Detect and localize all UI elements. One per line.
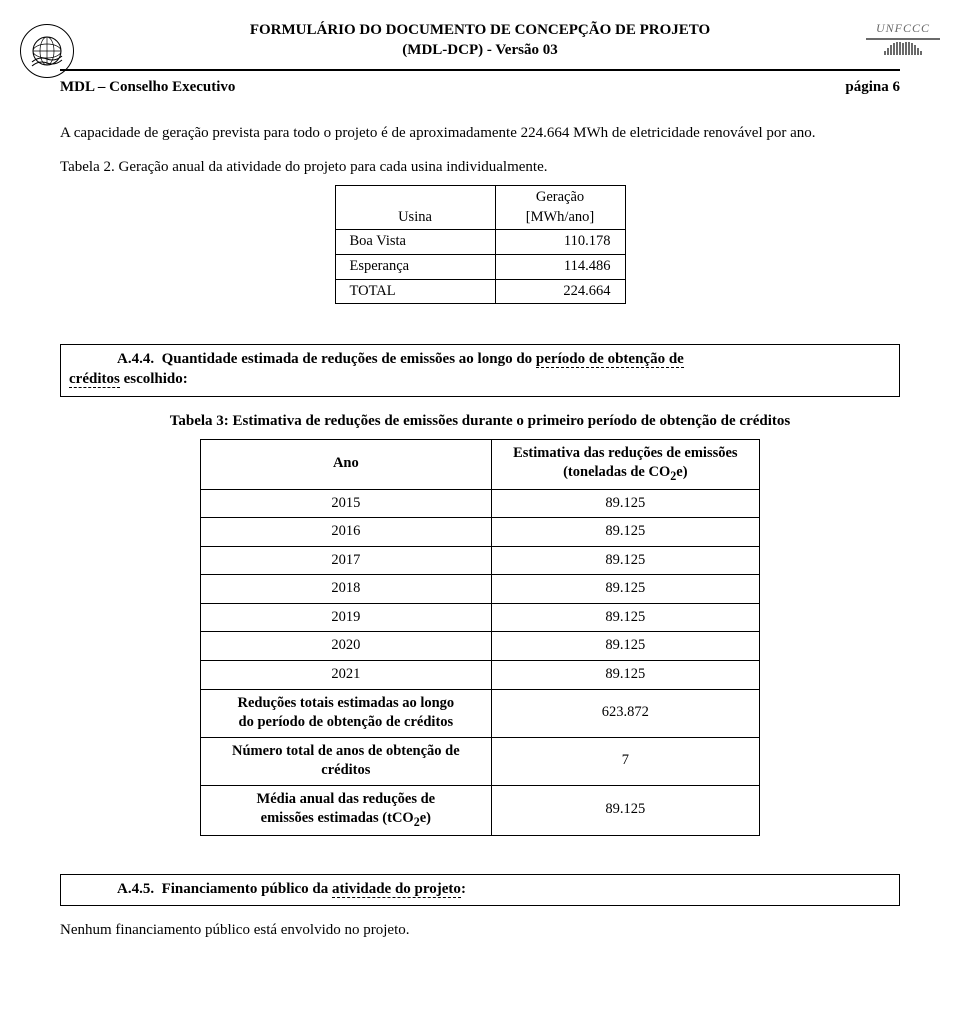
- table3: Ano Estimativa das reduções de emissões …: [200, 439, 760, 836]
- t3-col-ano: Ano: [201, 439, 492, 489]
- t3-avg-value: 89.125: [491, 785, 759, 835]
- table-row: 202189.125: [201, 660, 760, 689]
- section-a44-heading: A.4.4. Quantidade estimada de reduções d…: [69, 351, 684, 387]
- t3-cell-year: 2016: [201, 518, 492, 547]
- t2-col-usina: Usina: [335, 186, 495, 230]
- t3-cell-year: 2015: [201, 489, 492, 518]
- table2: Usina Geração [MWh/ano] Boa Vista110.178…: [335, 185, 626, 304]
- header-title-line2: (MDL-DCP) - Versão 03: [60, 40, 900, 60]
- table-row: Esperança114.486: [335, 254, 625, 279]
- t3-cell-year: 2017: [201, 546, 492, 575]
- header-title-line1: FORMULÁRIO DO DOCUMENTO DE CONCEPÇÃO DE …: [60, 20, 900, 40]
- footer-paragraph: Nenhum financiamento público está envolv…: [60, 920, 900, 940]
- t3-cell-value: 89.125: [491, 660, 759, 689]
- tabela2-label: Tabela 2. Geração anual da atividade do …: [60, 157, 900, 177]
- unfccc-logo-text: UNFCCC: [866, 20, 940, 40]
- t3-cell-year: 2021: [201, 660, 492, 689]
- table-row: TOTAL224.664: [335, 279, 625, 304]
- section-a44-box: A.4.4. Quantidade estimada de reduções d…: [60, 344, 900, 397]
- t3-cell-value: 89.125: [491, 489, 759, 518]
- table-row: 201589.125: [201, 489, 760, 518]
- table-row: 201889.125: [201, 575, 760, 604]
- t2-cell-value: 224.664: [495, 279, 625, 304]
- t2-cell-name: TOTAL: [335, 279, 495, 304]
- t3-cell-year: 2020: [201, 632, 492, 661]
- table-row: Boa Vista110.178: [335, 230, 625, 255]
- t3-avg-label: Média anual das reduções de emissões est…: [201, 785, 492, 835]
- section-a45-box: A.4.5. Financiamento público da atividad…: [60, 874, 900, 906]
- t3-total-value: 623.872: [491, 689, 759, 737]
- t2-cell-value: 110.178: [495, 230, 625, 255]
- t3-cell-year: 2019: [201, 603, 492, 632]
- t3-cell-value: 89.125: [491, 518, 759, 547]
- table-row: 201689.125: [201, 518, 760, 547]
- table-row: 202089.125: [201, 632, 760, 661]
- t3-cell-year: 2018: [201, 575, 492, 604]
- t2-cell-name: Boa Vista: [335, 230, 495, 255]
- section-a45-heading: A.4.5. Financiamento público da atividad…: [69, 881, 466, 897]
- un-logo-icon: [20, 24, 74, 78]
- table-row: 201789.125: [201, 546, 760, 575]
- unfccc-bars-icon: [866, 41, 940, 55]
- t3-col-est: Estimativa das reduções de emissões (ton…: [491, 439, 759, 489]
- subheader: MDL – Conselho Executivo página 6: [60, 77, 900, 97]
- t2-cell-value: 114.486: [495, 254, 625, 279]
- t3-total-label: Reduções totais estimadas ao longo do pe…: [201, 689, 492, 737]
- unfccc-logo-icon: UNFCCC: [866, 20, 940, 55]
- t3-years-value: 7: [491, 737, 759, 785]
- subheader-right: página 6: [845, 77, 900, 97]
- subheader-left: MDL – Conselho Executivo: [60, 77, 235, 97]
- tabela3-caption: Tabela 3: Estimativa de reduções de emis…: [60, 411, 900, 431]
- t3-cell-value: 89.125: [491, 546, 759, 575]
- header-rule: [60, 69, 900, 71]
- intro-paragraph: A capacidade de geração prevista para to…: [60, 123, 900, 143]
- t2-cell-name: Esperança: [335, 254, 495, 279]
- t3-cell-value: 89.125: [491, 575, 759, 604]
- table-row: 201989.125: [201, 603, 760, 632]
- t3-cell-value: 89.125: [491, 603, 759, 632]
- page-header: UNFCCC FORMULÁRIO DO DOCUMENTO DE CONCEP…: [60, 20, 900, 71]
- t2-col-geracao: Geração [MWh/ano]: [495, 186, 625, 230]
- t3-cell-value: 89.125: [491, 632, 759, 661]
- t3-years-label: Número total de anos de obtenção de créd…: [201, 737, 492, 785]
